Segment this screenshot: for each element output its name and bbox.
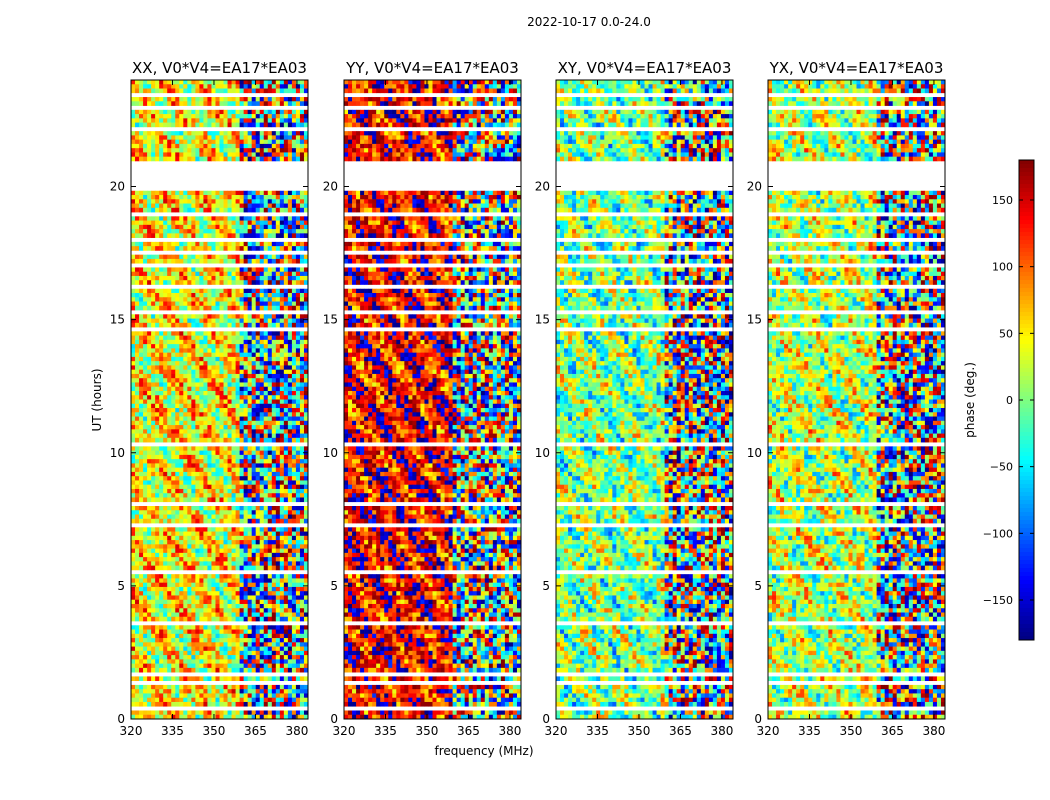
y-tick-label: 20 xyxy=(110,180,125,194)
figure-suptitle: 2022-10-17 0.0-24.0 xyxy=(527,15,651,29)
colorbar-tick-label: 100 xyxy=(992,261,1013,274)
panel-1: YY, V0*V4=EA17*EA03 320 335 350 365 380 0 5 10 15… xyxy=(323,59,522,738)
x-tick-label: 380 xyxy=(498,724,521,738)
y-tick-label: 15 xyxy=(110,313,125,327)
x-tick-label: 365 xyxy=(244,724,267,738)
x-tick-label: 335 xyxy=(586,724,609,738)
panel-frame xyxy=(555,79,734,720)
y-tick-label: 20 xyxy=(323,180,338,194)
panel-frame xyxy=(130,79,309,720)
y-tick-label: 5 xyxy=(117,579,125,593)
panel-title: YX, V0*V4=EA17*EA03 xyxy=(769,59,944,77)
x-tick-label: 320 xyxy=(120,724,143,738)
y-tick-label: 10 xyxy=(110,446,125,460)
y-tick-label: 5 xyxy=(754,579,762,593)
heatmap-panels: XX, V0*V4=EA17*EA03 320 335 350 365 380 0 5 10 15… xyxy=(110,59,946,738)
panel-0: XX, V0*V4=EA17*EA03 320 335 350 365 380 0 5 10 15… xyxy=(110,59,309,738)
y-tick-label: 15 xyxy=(323,313,338,327)
panel-title: YY, V0*V4=EA17*EA03 xyxy=(345,59,519,77)
x-tick-label: 335 xyxy=(374,724,397,738)
y-tick-label: 0 xyxy=(117,712,125,726)
panel-heatmap xyxy=(131,80,309,720)
x-tick-label: 380 xyxy=(710,724,733,738)
panel-heatmap xyxy=(344,80,522,720)
x-tick-label: 365 xyxy=(669,724,692,738)
x-tick-label: 365 xyxy=(881,724,904,738)
colorbar: 150 100 50 0 −50 −100 −150 xyxy=(983,159,1035,641)
colorbar-tick-label: −150 xyxy=(983,594,1013,607)
x-tick-label: 380 xyxy=(285,724,308,738)
x-tick-label: 320 xyxy=(545,724,568,738)
x-tick-label: 320 xyxy=(333,724,356,738)
panel-frame xyxy=(767,79,946,720)
x-tick-label: 365 xyxy=(457,724,480,738)
panel-title: XX, V0*V4=EA17*EA03 xyxy=(132,59,307,77)
x-tick-label: 320 xyxy=(757,724,780,738)
panel-frame xyxy=(343,79,522,720)
panel-title: XY, V0*V4=EA17*EA03 xyxy=(558,59,732,77)
panel-heatmap xyxy=(556,80,734,720)
x-tick-label: 350 xyxy=(628,724,651,738)
colorbar-tick-label: 0 xyxy=(1006,394,1013,407)
y-tick-label: 0 xyxy=(542,712,550,726)
y-tick-label: 10 xyxy=(535,446,550,460)
y-tick-label: 20 xyxy=(535,180,550,194)
colorbar-tick-label: −100 xyxy=(983,527,1013,540)
panel-3: YX, V0*V4=EA17*EA03 320 335 350 365 380 0 5 10 15… xyxy=(747,59,946,738)
y-tick-label: 15 xyxy=(747,313,762,327)
x-tick-label: 335 xyxy=(798,724,821,738)
x-tick-label: 350 xyxy=(203,724,226,738)
y-tick-label: 10 xyxy=(323,446,338,460)
y-tick-label: 5 xyxy=(542,579,550,593)
x-tick-label: 335 xyxy=(161,724,184,738)
panel-heatmap xyxy=(768,80,946,720)
colorbar-tick-label: 50 xyxy=(999,327,1013,340)
panel-2: XY, V0*V4=EA17*EA03 320 335 350 365 380 0 5 10 15… xyxy=(535,59,734,738)
x-tick-label: 380 xyxy=(922,724,945,738)
y-tick-label: 5 xyxy=(330,579,338,593)
y-tick-label: 0 xyxy=(754,712,762,726)
y-tick-label: 15 xyxy=(535,313,550,327)
y-axis-label: UT (hours) xyxy=(90,368,104,431)
colorbar-label: phase (deg.) xyxy=(963,362,977,438)
y-tick-label: 0 xyxy=(330,712,338,726)
colorbar-tick-label: 150 xyxy=(992,194,1013,207)
x-tick-label: 350 xyxy=(840,724,863,738)
y-tick-label: 20 xyxy=(747,180,762,194)
x-tick-label: 350 xyxy=(416,724,439,738)
x-axis-label: frequency (MHz) xyxy=(434,744,533,758)
colorbar-tick-label: −50 xyxy=(990,461,1013,474)
y-tick-label: 10 xyxy=(747,446,762,460)
